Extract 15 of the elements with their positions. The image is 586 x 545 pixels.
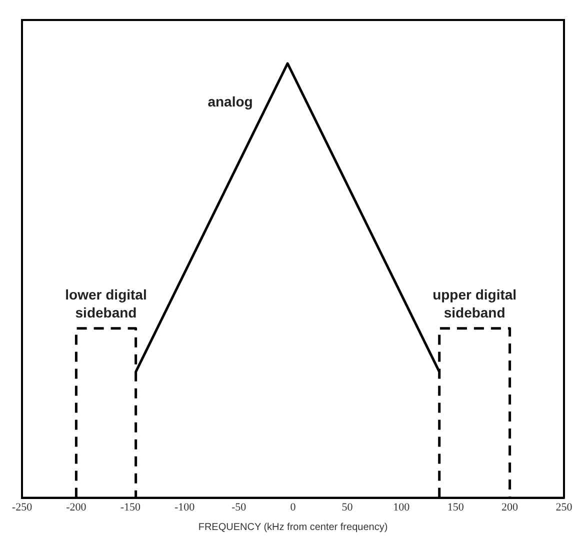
series-label: lower digital sideband (65, 286, 147, 320)
x-tick-label: -250 (12, 501, 33, 514)
x-tick-label: -150 (120, 501, 141, 514)
x-tick-label: 200 (502, 501, 519, 514)
x-tick-label: 50 (342, 501, 354, 514)
x-tick-label: -200 (66, 501, 87, 514)
x-tick-label: 100 (393, 501, 410, 514)
x-axis-title: FREQUENCY (kHz from center frequency) (198, 522, 388, 533)
x-tick-label: -50 (231, 501, 247, 514)
series-label: analog (208, 94, 253, 110)
x-tick-label: 0 (290, 501, 296, 514)
x-tick-label: 250 (556, 501, 573, 514)
x-tick-label: 150 (447, 501, 464, 514)
x-tick-label: -100 (174, 501, 196, 514)
series-label: upper digital sideband (432, 286, 517, 320)
